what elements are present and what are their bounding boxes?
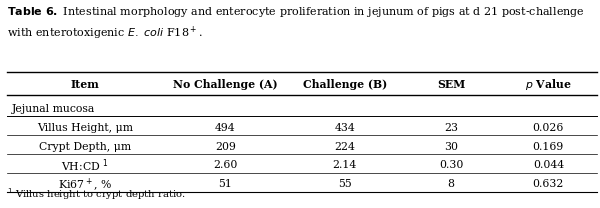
Text: No Challenge (A): No Challenge (A) [173, 79, 278, 90]
Text: 8: 8 [448, 179, 455, 189]
Text: 55: 55 [338, 179, 352, 189]
Text: 0.30: 0.30 [439, 160, 463, 170]
Text: SEM: SEM [437, 79, 465, 90]
Text: Ki67$^+$, %: Ki67$^+$, % [58, 176, 112, 193]
Text: $\bf{Table\ 6.}$ Intestinal morphology and enterocyte proliferation in jejunum o: $\bf{Table\ 6.}$ Intestinal morphology a… [7, 5, 585, 42]
Text: 494: 494 [215, 123, 236, 133]
Text: Challenge (B): Challenge (B) [303, 79, 387, 90]
Text: $^1$ Villus height to crypt depth ratio.: $^1$ Villus height to crypt depth ratio. [7, 186, 186, 202]
Text: 30: 30 [444, 142, 458, 152]
Text: VH:CD $^1$: VH:CD $^1$ [61, 157, 109, 174]
Text: Villus Height, μm: Villus Height, μm [37, 123, 133, 133]
Text: $\it{p}$ Value: $\it{p}$ Value [525, 77, 572, 92]
Text: 23: 23 [444, 123, 458, 133]
Text: 51: 51 [218, 179, 232, 189]
Text: 2.60: 2.60 [213, 160, 238, 170]
Text: 2.14: 2.14 [333, 160, 357, 170]
Text: Item: Item [71, 79, 100, 90]
Text: 0.044: 0.044 [533, 160, 564, 170]
Text: 224: 224 [334, 142, 355, 152]
Text: 0.169: 0.169 [533, 142, 564, 152]
Text: 209: 209 [215, 142, 236, 152]
Text: 0.632: 0.632 [533, 179, 564, 189]
Text: Jejunal mucosa: Jejunal mucosa [12, 104, 95, 114]
Text: 434: 434 [334, 123, 355, 133]
Text: 0.026: 0.026 [533, 123, 564, 133]
Text: Crypt Depth, μm: Crypt Depth, μm [39, 142, 131, 152]
